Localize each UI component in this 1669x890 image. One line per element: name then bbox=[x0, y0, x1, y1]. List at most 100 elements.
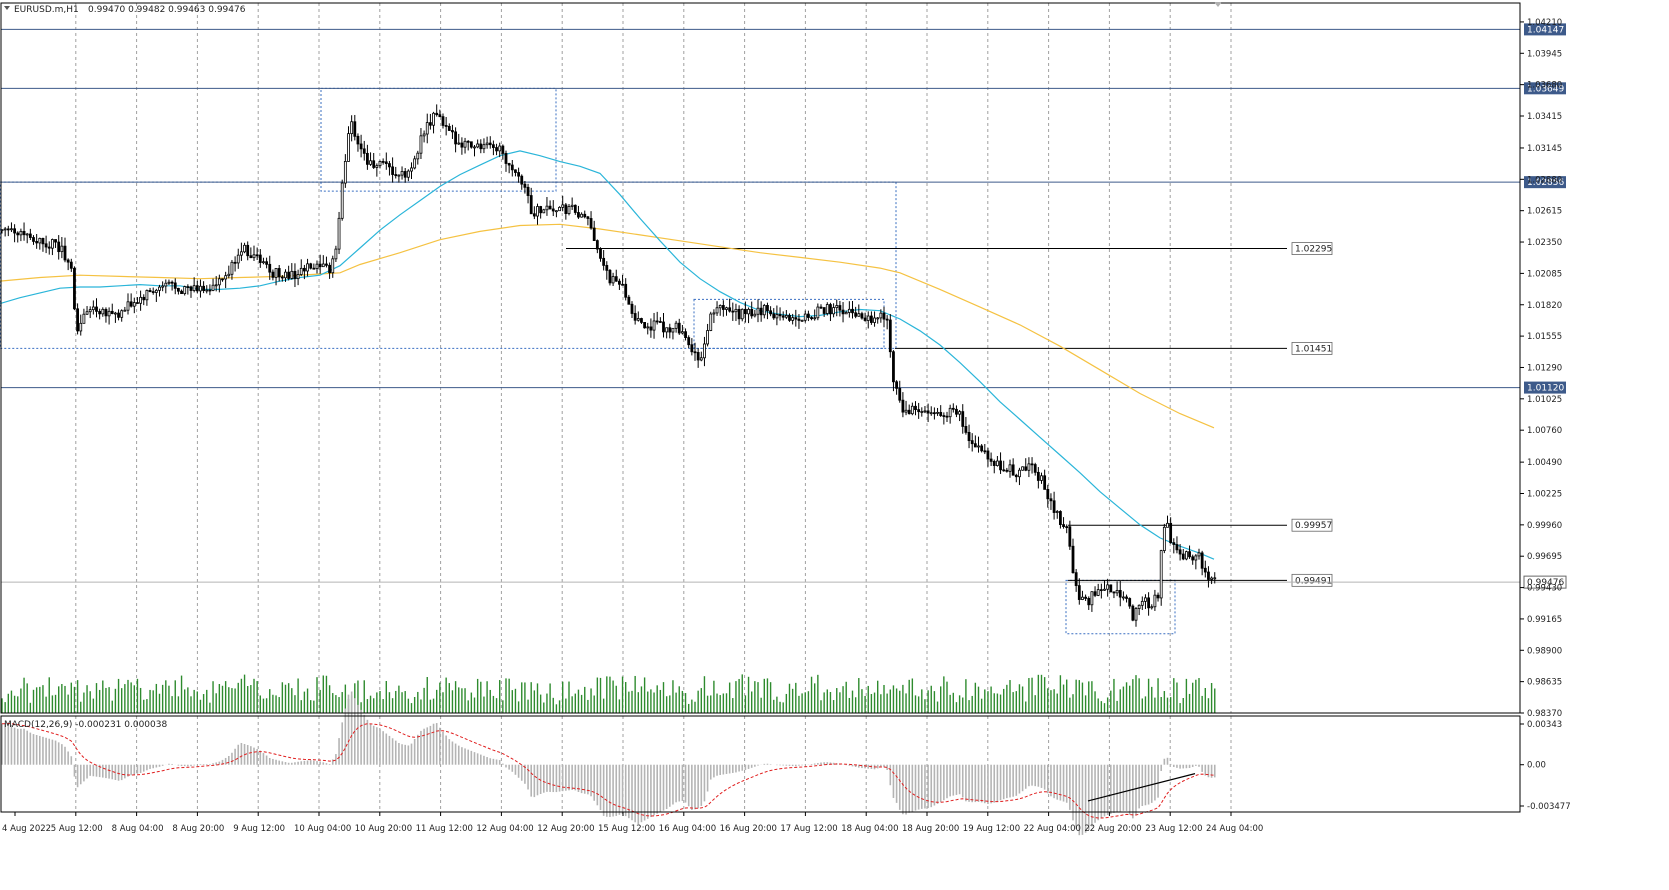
candle-body bbox=[6, 228, 10, 231]
ma-fast-line bbox=[0, 150, 1215, 560]
candle-body bbox=[139, 296, 143, 304]
candle-body bbox=[38, 238, 42, 244]
candle-body bbox=[621, 283, 624, 286]
candle-body bbox=[1162, 526, 1166, 551]
candle-body bbox=[117, 312, 120, 318]
candle-body bbox=[47, 246, 51, 249]
time-label: 10 Aug 04:00 bbox=[294, 824, 351, 834]
candle-body bbox=[813, 317, 817, 320]
candle-body bbox=[252, 254, 256, 259]
horizontal-levels[interactable]: 1.04147 1.03649 1.02856 1.01120 1.02295 1.014… bbox=[1, 23, 1567, 589]
ohlc-values: 0.99470 0.99482 0.99463 0.99476 bbox=[88, 5, 246, 15]
macd-tick-label: -0.003477 bbox=[1527, 802, 1571, 812]
candle-body bbox=[372, 160, 376, 168]
symbol-menu-icon[interactable] bbox=[4, 6, 10, 10]
candle-body bbox=[1112, 591, 1116, 594]
candle-body bbox=[595, 240, 599, 250]
candle-body bbox=[775, 314, 779, 319]
candle-body bbox=[1043, 475, 1047, 490]
candle-body bbox=[309, 263, 313, 269]
candle-body bbox=[810, 317, 813, 320]
macd-trend-line[interactable] bbox=[1087, 773, 1196, 802]
candle-body bbox=[299, 267, 303, 275]
candle-body bbox=[236, 254, 240, 264]
candle-body bbox=[841, 309, 845, 315]
candle-body bbox=[558, 206, 561, 212]
price-label: 1.04210 bbox=[1527, 18, 1562, 28]
candle-body bbox=[287, 271, 291, 279]
candle-body bbox=[362, 148, 366, 154]
candle-body bbox=[356, 135, 360, 145]
candle-body bbox=[696, 352, 700, 361]
candle-body bbox=[265, 261, 269, 265]
price-label: 1.00225 bbox=[1527, 489, 1562, 499]
ma-slow-line bbox=[0, 223, 1215, 429]
candle-body bbox=[350, 121, 354, 135]
candle-body bbox=[1185, 551, 1188, 560]
candle-body bbox=[221, 278, 224, 281]
candle-body bbox=[926, 410, 930, 414]
candle-body bbox=[44, 243, 48, 248]
candle-body bbox=[980, 445, 984, 452]
symbol-name: EURUSD.m,H1 bbox=[14, 5, 79, 15]
time-label: 18 Aug 04:00 bbox=[841, 824, 898, 834]
macd-panel-frame bbox=[0, 715, 1521, 813]
candle-body bbox=[205, 289, 209, 292]
candle-body bbox=[532, 213, 536, 217]
candle-body bbox=[410, 167, 413, 172]
candle-body bbox=[1081, 596, 1084, 600]
macd-signal-line bbox=[2, 722, 1215, 819]
candle-body bbox=[718, 305, 722, 309]
candle-body bbox=[142, 296, 146, 301]
candle-body bbox=[857, 313, 861, 317]
price-label: 1.03415 bbox=[1527, 112, 1562, 122]
candle-body bbox=[488, 142, 492, 146]
candle-body bbox=[353, 121, 357, 137]
candle-body bbox=[989, 458, 993, 462]
candle-body bbox=[54, 239, 57, 243]
candle-body bbox=[451, 130, 454, 133]
candle-body bbox=[999, 460, 1002, 471]
candle-body bbox=[646, 326, 650, 329]
candle-body bbox=[1166, 522, 1169, 528]
candle-body bbox=[258, 254, 262, 263]
candle-body bbox=[69, 261, 73, 269]
candle-body bbox=[920, 411, 924, 413]
candle-body bbox=[687, 337, 691, 346]
candle-body bbox=[10, 228, 13, 231]
candle-body bbox=[501, 145, 505, 154]
level-tag-label: 1.03649 bbox=[1527, 84, 1564, 94]
candle-body bbox=[167, 281, 171, 284]
candle-body bbox=[479, 143, 483, 150]
time-label: 16 Aug 20:00 bbox=[720, 824, 777, 834]
time-label: 12 Aug 04:00 bbox=[476, 824, 533, 834]
macd-tick-label: 0.00343 bbox=[1527, 720, 1562, 730]
candle-body bbox=[847, 308, 851, 313]
candle-body bbox=[312, 267, 316, 270]
price-label: 1.01820 bbox=[1527, 301, 1562, 311]
candle-body bbox=[1125, 596, 1128, 599]
candle-body bbox=[422, 133, 426, 137]
candle-body bbox=[337, 217, 341, 250]
candle-body bbox=[800, 319, 804, 322]
candle-body bbox=[180, 290, 183, 295]
candle-body bbox=[1153, 594, 1157, 608]
candle-body bbox=[1027, 463, 1031, 471]
candle-body bbox=[359, 143, 363, 150]
candle-body bbox=[126, 301, 130, 311]
candle-body bbox=[996, 460, 999, 466]
candle-body bbox=[120, 310, 124, 318]
candle-body bbox=[51, 239, 54, 249]
candle-body bbox=[280, 276, 284, 279]
candle-body bbox=[643, 322, 646, 329]
candle-body bbox=[1062, 524, 1065, 528]
chart-shift-icon[interactable] bbox=[1214, 2, 1222, 7]
candle-body bbox=[325, 263, 328, 266]
candle-body bbox=[1150, 606, 1154, 609]
price-label-box bbox=[1291, 573, 1333, 587]
candle-body bbox=[243, 244, 246, 253]
candle-body bbox=[340, 182, 344, 219]
candle-body bbox=[403, 171, 407, 178]
candle-body bbox=[331, 258, 335, 274]
